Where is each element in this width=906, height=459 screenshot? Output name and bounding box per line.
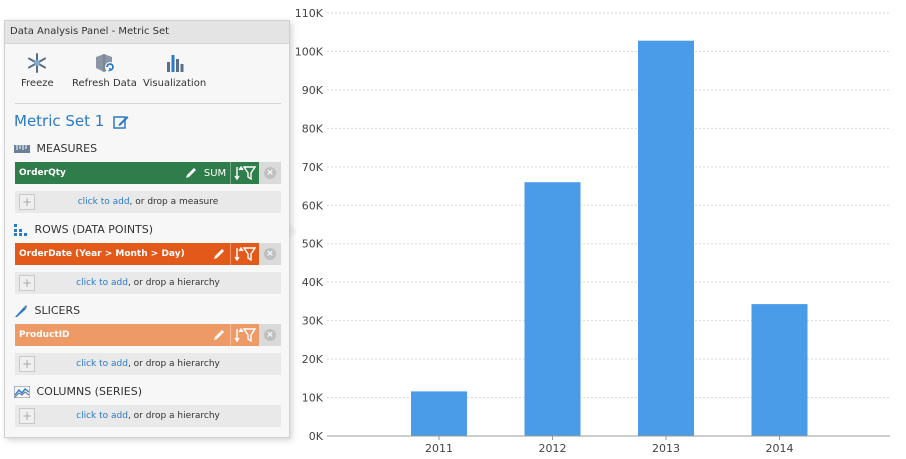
pencil-icon[interactable]	[208, 324, 230, 346]
bar-2011[interactable]	[411, 391, 467, 436]
refresh-data-label: Refresh Data	[72, 78, 137, 89]
measures-dropzone[interactable]: + click to add, or drop a measure	[15, 191, 281, 213]
pencil-icon[interactable]	[183, 162, 199, 184]
columns-dropzone-hint: , or drop a hierarchy	[127, 411, 220, 421]
add-column-plus-icon[interactable]: +	[19, 408, 35, 424]
slicers-dropzone-hint: , or drop a hierarchy	[127, 359, 220, 369]
slicer-field-name[interactable]: ProductID	[19, 330, 70, 340]
panel-title: Data Analysis Panel - Metric Set	[5, 21, 289, 44]
chart-gridlines	[327, 12, 890, 399]
freeze-button[interactable]: Freeze	[21, 52, 54, 89]
add-slicer-plus-icon[interactable]: +	[19, 356, 35, 372]
x-tick-label: 2012	[539, 442, 567, 455]
y-tick-label: 70K	[302, 161, 324, 174]
y-tick-label: 90K	[302, 84, 324, 97]
x-tick-label: 2011	[425, 442, 453, 455]
measures-section-header: MEASURES	[14, 142, 97, 155]
y-axis-ticks: 0K 10K 20K 30K 40K 50K 60K 70K 80K 90K 100K 110K	[295, 7, 324, 443]
rows-dropzone[interactable]: + click to add, or drop a hierarchy	[15, 272, 281, 294]
columns-header-label: COLUMNS (SERIES)	[36, 385, 143, 398]
row-field-name[interactable]: OrderDate (Year > Month > Day)	[19, 249, 185, 259]
visualization-label: Visualization	[143, 78, 207, 89]
panel-toolbar: Freeze Refresh Data Visualization	[5, 44, 289, 100]
measures-dropzone-hint: , or drop a measure	[129, 197, 219, 207]
bar-chart-icon	[166, 55, 184, 72]
toolbar-divider	[15, 103, 281, 104]
remove-row-button[interactable]: ×	[259, 243, 281, 265]
x-tick-label: 2013	[652, 442, 680, 455]
freeze-label: Freeze	[21, 78, 54, 89]
measures-dropzone-text: click to add, or drop a measure	[15, 191, 281, 213]
metric-set-name: Metric Set 1	[14, 112, 105, 130]
field-divider	[230, 162, 231, 184]
metric-set-title[interactable]: Metric Set 1	[14, 112, 129, 130]
slicers-header-label: SLICERS	[34, 304, 81, 317]
x-axis-ticks: 2011 2012 2013 2014	[425, 436, 794, 455]
data-analysis-panel: Data Analysis Panel - Metric Set Freeze	[4, 20, 290, 438]
measure-field-name[interactable]: OrderQty	[19, 168, 66, 178]
columns-section-header: COLUMNS (SERIES)	[14, 385, 142, 398]
rows-header-label: ROWS (DATA POINTS)	[34, 223, 154, 236]
y-tick-label: 0K	[309, 430, 324, 443]
bar-2014[interactable]	[751, 304, 808, 436]
slicers-dropzone-text: click to add, or drop a hierarchy	[15, 353, 281, 375]
y-tick-label: 110K	[295, 7, 324, 20]
y-tick-label: 80K	[302, 122, 324, 135]
slicers-dropzone[interactable]: + click to add, or drop a hierarchy	[15, 353, 281, 375]
ruler-icon	[14, 145, 30, 153]
slicers-section-header: SLICERS	[14, 304, 80, 318]
slicer-knife-icon	[15, 305, 27, 317]
field-divider	[230, 324, 231, 346]
rows-dropzone-text: click to add, or drop a hierarchy	[15, 272, 281, 294]
close-icon: ×	[264, 329, 276, 341]
sort-filter-icon[interactable]	[231, 162, 259, 184]
rows-section-header: ROWS (DATA POINTS)	[14, 223, 153, 236]
columns-dropzone[interactable]: + click to add, or drop a hierarchy	[15, 405, 281, 427]
y-tick-label: 10K	[302, 392, 324, 405]
click-to-add-measure-link[interactable]: click to add	[77, 197, 130, 207]
pencil-icon[interactable]	[208, 243, 230, 265]
y-tick-label: 30K	[302, 315, 324, 328]
sort-filter-icon[interactable]	[231, 324, 259, 346]
y-tick-label: 100K	[295, 45, 324, 58]
add-measure-plus-icon[interactable]: +	[19, 194, 35, 210]
chart-bars	[411, 40, 808, 437]
rows-dropzone-hint: , or drop a hierarchy	[127, 278, 220, 288]
refresh-data-icon	[96, 54, 116, 72]
sort-filter-icon[interactable]	[231, 243, 259, 265]
visualization-button[interactable]: Visualization	[143, 52, 206, 89]
click-to-add-column-link[interactable]: click to add	[76, 411, 128, 421]
refresh-data-button[interactable]: Refresh Data	[72, 52, 137, 89]
remove-slicer-button[interactable]: ×	[259, 324, 281, 346]
columns-dropzone-text: click to add, or drop a hierarchy	[15, 405, 281, 427]
series-lines-icon	[14, 386, 30, 398]
slicer-field-productid: ProductID ×	[15, 324, 281, 346]
close-icon: ×	[264, 167, 276, 179]
bar-2012[interactable]	[524, 182, 581, 436]
y-tick-label: 50K	[302, 238, 324, 251]
remove-measure-button[interactable]: ×	[259, 162, 281, 184]
add-row-plus-icon[interactable]: +	[19, 275, 35, 291]
row-field-orderdate: OrderDate (Year > Month > Day) ×	[15, 243, 281, 265]
field-divider	[230, 243, 231, 265]
close-icon: ×	[264, 248, 276, 260]
y-tick-label: 60K	[302, 199, 324, 212]
aggregation-selector[interactable]: SUM	[203, 167, 227, 179]
measure-field-orderqty: OrderQty SUM ×	[15, 162, 281, 184]
edit-icon[interactable]	[113, 114, 129, 130]
y-tick-label: 40K	[302, 276, 324, 289]
y-tick-label: 20K	[302, 353, 324, 366]
click-to-add-row-link[interactable]: click to add	[76, 278, 128, 288]
click-to-add-slicer-link[interactable]: click to add	[76, 359, 128, 369]
snowflake-icon	[28, 53, 47, 73]
bar-2013[interactable]	[638, 40, 694, 437]
data-points-icon	[14, 224, 27, 236]
x-tick-label: 2014	[766, 442, 794, 455]
panel-pointer	[289, 223, 297, 239]
measures-header-label: MEASURES	[36, 142, 98, 155]
